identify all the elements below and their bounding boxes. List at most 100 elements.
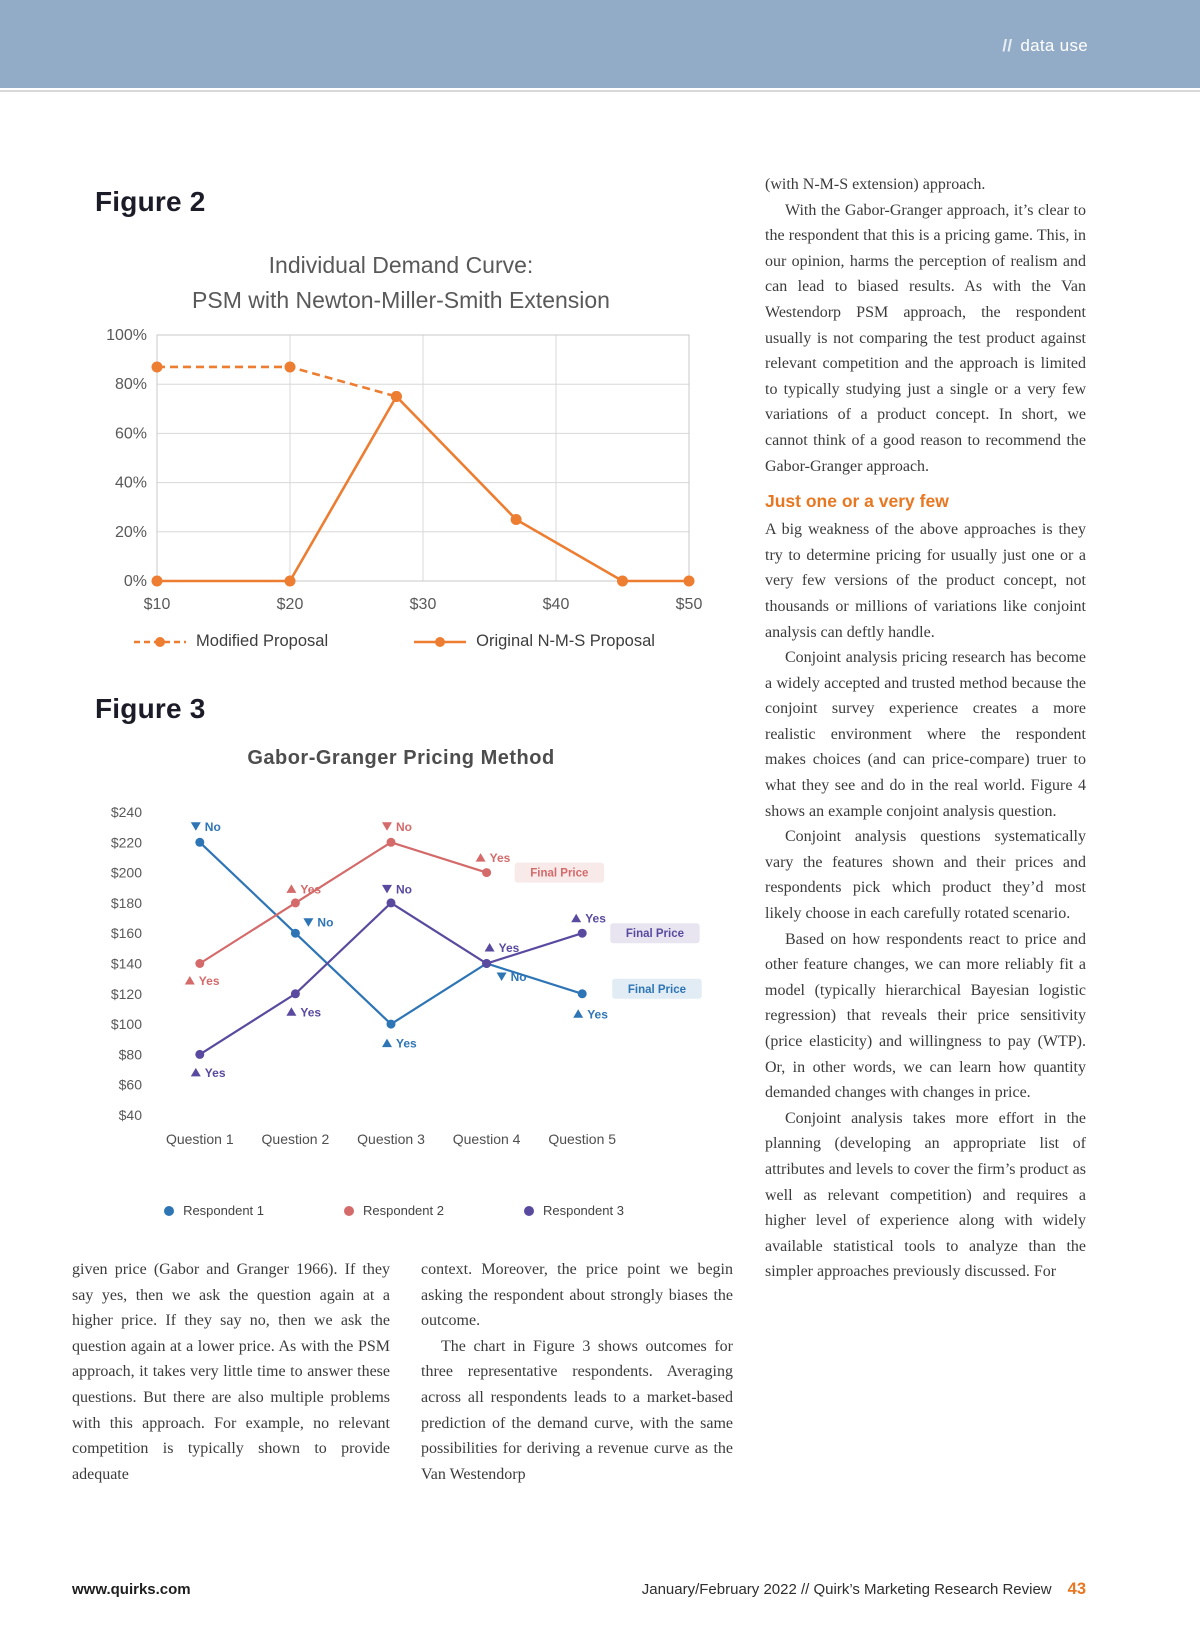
data-point-marker (290, 989, 300, 999)
annotation-no: No (190, 820, 221, 834)
section-tag-label: data use (1020, 36, 1088, 55)
triangle-up-icon (190, 1067, 201, 1077)
section-tag: // data use (1002, 36, 1088, 56)
triangle-down-icon (382, 822, 392, 831)
data-point-marker (195, 1049, 205, 1059)
data-point-marker (482, 868, 492, 878)
section-heading: Just one or a very few (765, 491, 949, 512)
legend-label: Original N-M-S Proposal (476, 632, 655, 650)
svg-text:No: No (396, 882, 412, 896)
footer-page-number: 43 (1067, 1580, 1086, 1598)
svg-text:$120: $120 (111, 986, 142, 1002)
triangle-up-icon (184, 976, 195, 985)
data-point-marker (386, 837, 396, 847)
legend-label: Respondent 3 (542, 1203, 624, 1218)
annotation-yes: Yes (286, 1005, 321, 1019)
svg-text:Yes: Yes (499, 941, 520, 955)
legend-dot (164, 1205, 175, 1216)
svg-text:Yes: Yes (587, 1007, 608, 1021)
data-point-marker (151, 575, 163, 587)
svg-text:$20: $20 (277, 596, 304, 613)
column-middle: context. Moreover, the price point we be… (421, 1257, 733, 1487)
triangle-up-icon (475, 853, 486, 862)
svg-text:$200: $200 (111, 865, 142, 881)
svg-text:60%: 60% (115, 425, 147, 442)
svg-text:Final Price: Final Price (626, 928, 684, 940)
legend-line-sample (134, 636, 187, 647)
svg-text:$160: $160 (111, 925, 142, 941)
data-point-marker (195, 959, 205, 968)
svg-text:Yes: Yes (396, 1037, 417, 1051)
footer-site-link[interactable]: www.quirks.com (72, 1581, 191, 1598)
figure3-plot: $240 $220 $200 $180 $160 $140 $120 $100 $80 $60 $4… (111, 804, 702, 1147)
figure3-label: Figure 3 (95, 693, 206, 724)
triangle-down-icon (496, 972, 507, 981)
triangle-down-icon (382, 884, 392, 894)
legend-item-modified-proposal: Modified Proposal (133, 632, 328, 651)
legend-label: Respondent 2 (363, 1203, 444, 1218)
data-point-marker (577, 928, 587, 938)
svg-text:Yes: Yes (490, 851, 511, 865)
column-right: (with N-M-S extension) approach. With th… (765, 172, 1086, 1285)
svg-text:Final Price: Final Price (628, 984, 686, 996)
final-price-badge (612, 978, 702, 999)
data-point-marker (386, 1019, 396, 1029)
svg-text:80%: 80% (115, 376, 147, 393)
annotation-yes: Yes (184, 974, 220, 988)
annotation-no: No (382, 820, 412, 834)
data-point-marker (482, 959, 492, 968)
legend-label: Modified Proposal (196, 632, 329, 650)
annotation-yes: Yes (571, 912, 606, 926)
annotation-no: No (303, 916, 333, 930)
paragraph: context. Moreover, the price point we be… (421, 1261, 733, 1330)
final-price-badge (514, 862, 605, 883)
svg-text:Question 5: Question 5 (548, 1131, 616, 1147)
data-point-marker (284, 361, 296, 373)
header-bar: // data use (0, 0, 1200, 88)
data-point-marker (510, 514, 522, 525)
data-point-marker (151, 361, 163, 373)
data-point-marker (290, 898, 300, 908)
triangle-up-icon (286, 884, 297, 893)
svg-text:No: No (205, 820, 221, 834)
svg-text:$40: $40 (543, 596, 570, 613)
svg-text:Yes: Yes (205, 1066, 226, 1080)
paragraph: The chart in Figure 3 shows outcomes for… (421, 1337, 733, 1483)
paragraph: Based on how respondents react to price … (765, 930, 1086, 1102)
data-point-marker (390, 391, 402, 402)
triangle-down-icon (190, 822, 201, 831)
figure2-plot: 0% 20% 40% 60% 80% 100% $10 $20 $30 $40 $50 (106, 327, 702, 613)
legend-label: Respondent 1 (183, 1203, 265, 1218)
series-line (157, 394, 689, 583)
data-point-marker (284, 575, 296, 587)
paragraph: A big weakness of the above approaches i… (765, 521, 1086, 641)
paragraph: With the Gabor-Granger approach, it’s cl… (765, 201, 1086, 475)
svg-text:$100: $100 (111, 1016, 142, 1032)
svg-text:Question 1: Question 1 (166, 1131, 234, 1147)
paragraph: Conjoint analysis questions systematical… (765, 828, 1086, 923)
series-line (157, 365, 397, 398)
svg-text:Yes: Yes (300, 882, 321, 896)
paragraph: (with N-M-S extension) approach. (765, 176, 986, 193)
annotation-yes: Yes (286, 882, 321, 896)
data-point-marker (195, 837, 205, 847)
triangle-up-icon (571, 913, 582, 923)
legend-item-respondent-1: Respondent 1 (164, 1203, 264, 1218)
svg-text:$240: $240 (111, 804, 142, 820)
figure2-title-line2: PSM with Newton-Miller-Smith Extension (192, 286, 610, 313)
legend-item-original-n-m-s-proposal: Original N-M-S Proposal (413, 632, 655, 651)
figure3-title: Gabor-Granger Pricing Method (247, 747, 555, 769)
svg-text:No: No (511, 970, 527, 984)
svg-text:0%: 0% (124, 573, 147, 590)
svg-text:100%: 100% (106, 327, 147, 344)
data-point-marker (577, 989, 587, 999)
footer-issue: January/February 2022 // Quirk’s Marketi… (642, 1580, 1086, 1599)
annotation-yes: Yes (475, 851, 511, 865)
svg-text:Yes: Yes (585, 912, 606, 926)
annotation-yes: Yes (484, 941, 520, 955)
data-point-marker (386, 898, 396, 908)
slashes-decoration: // (1002, 36, 1013, 55)
annotation-yes: Yes (190, 1066, 226, 1080)
triangle-up-icon (286, 1007, 297, 1016)
svg-text:$10: $10 (144, 596, 171, 613)
